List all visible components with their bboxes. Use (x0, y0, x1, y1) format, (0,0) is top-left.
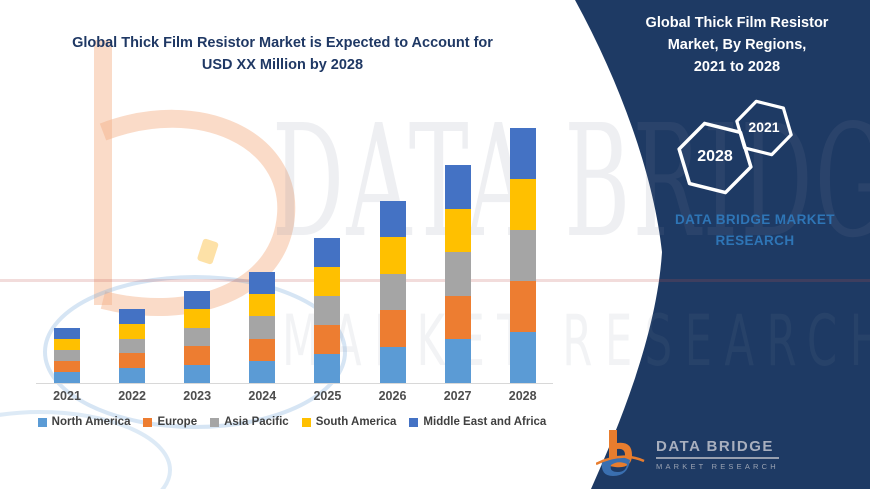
hexagon-2028 (677, 121, 753, 195)
hexagon-2021-label: 2021 (748, 119, 780, 135)
x-axis-label-2027: 2027 (443, 389, 472, 403)
bar-segment-2025-asia-pacific (314, 296, 341, 325)
bar-segment-2023-europe (184, 346, 211, 365)
bar-segment-2026-middle-east-and-africa (379, 201, 406, 238)
chart-title: Global Thick Film Resistor Market is Exp… (72, 35, 493, 74)
legend-label: Europe (157, 416, 198, 428)
bar-segment-2028-south-america (509, 179, 536, 230)
bar-segment-2022-south-america (119, 323, 146, 339)
bar-segment-2025-north-america (314, 354, 341, 383)
x-axis-line (36, 383, 553, 384)
legend-item-asia-pacific: Asia Pacific (210, 416, 289, 428)
x-axis-label-2024: 2024 (248, 389, 277, 403)
bar-segment-2024-asia-pacific (249, 316, 276, 339)
x-axis-label-2028: 2028 (508, 389, 537, 403)
bar-segment-2027-europe (444, 295, 471, 340)
chart-legend: North America Europe Asia Pacific South Ame… (22, 416, 562, 428)
footer-logo-text: DATA BRIDGE MARKET RESEARCH (656, 430, 779, 471)
legend-item-middle-east-and-africa: Middle East and Africa (409, 416, 546, 428)
legend-label: North America (51, 416, 131, 428)
bar-segment-2021-europe (54, 361, 80, 372)
bar-segment-2028-europe (509, 281, 536, 332)
bar-segment-2022-north-america (119, 368, 146, 383)
bar-segment-2024-south-america (249, 294, 276, 317)
hexagon-2028-label: 2028 (697, 148, 733, 165)
x-axis-label-2026: 2026 (378, 389, 407, 403)
footer-logo-icon (596, 430, 645, 476)
bar-segment-2028-asia-pacific (509, 230, 536, 281)
brand-caption: DATA BRIDGE MARKET RESEARCH (675, 212, 835, 248)
bar-segment-2021-north-america (54, 372, 80, 383)
bar-segment-2021-middle-east-and-africa (54, 328, 80, 339)
bar-segment-2022-middle-east-and-africa (119, 309, 146, 324)
bar-segment-2022-europe (119, 353, 146, 369)
legend-item-north-america: North America (37, 416, 131, 428)
legend-swatch (37, 417, 47, 427)
bar-segment-2027-asia-pacific (444, 252, 471, 296)
panel-title: Global Thick Film Resistor Market, By Re… (645, 15, 829, 75)
bar-segment-2025-middle-east-and-africa (314, 238, 341, 267)
bar-segment-2027-north-america (444, 339, 471, 383)
bar-segment-2023-south-america (184, 309, 211, 328)
legend-label: Asia Pacific (224, 416, 289, 428)
x-axis-label-2025: 2025 (313, 389, 342, 403)
footer-logo: DATA BRIDGE MARKET RESEARCH (596, 430, 779, 480)
bar-segment-2024-middle-east-and-africa (249, 272, 276, 295)
footer-logo-sub: MARKET RESEARCH (656, 462, 779, 471)
x-axis-label-2021: 2021 (53, 389, 81, 403)
bar-segment-2021-south-america (54, 339, 80, 350)
bar-segment-2026-north-america (379, 346, 406, 383)
legend-swatch (143, 417, 153, 427)
legend-label: Middle East and Africa (423, 416, 547, 428)
bar-segment-2024-europe (249, 338, 276, 361)
bar-segment-2027-middle-east-and-africa (444, 165, 471, 209)
hexagon-badges (677, 99, 793, 195)
bar-segment-2025-europe (314, 325, 341, 354)
legend-label: South America (315, 416, 397, 428)
bar-segment-2026-europe (379, 310, 406, 347)
legend-swatch (210, 417, 220, 427)
x-axis-label-2022: 2022 (118, 389, 146, 403)
legend-swatch (409, 417, 419, 427)
bar-segment-2023-asia-pacific (184, 327, 211, 347)
bar-segment-2027-south-america (444, 208, 471, 253)
bar-segment-2024-north-america (249, 360, 276, 383)
legend-swatch (301, 417, 311, 427)
bar-segment-2028-middle-east-and-africa (509, 128, 536, 179)
bar-segment-2026-asia-pacific (379, 273, 406, 311)
bar-segment-2028-north-america (509, 332, 536, 383)
panel-shape (575, 0, 870, 489)
hexagon-2021 (735, 99, 793, 157)
bar-segment-2025-south-america (314, 267, 341, 296)
legend-item-south-america: South America (301, 416, 397, 428)
bar-segment-2023-middle-east-and-africa (184, 291, 211, 310)
legend-item-europe: Europe (143, 416, 197, 428)
bar-segment-2021-asia-pacific (54, 350, 80, 361)
bar-segment-2023-north-america (184, 364, 211, 383)
bar-segment-2026-south-america (379, 237, 406, 274)
x-axis-label-2023: 2023 (183, 389, 212, 403)
footer-logo-brand: DATA BRIDGE (656, 438, 779, 459)
bar-segment-2022-asia-pacific (119, 338, 146, 354)
